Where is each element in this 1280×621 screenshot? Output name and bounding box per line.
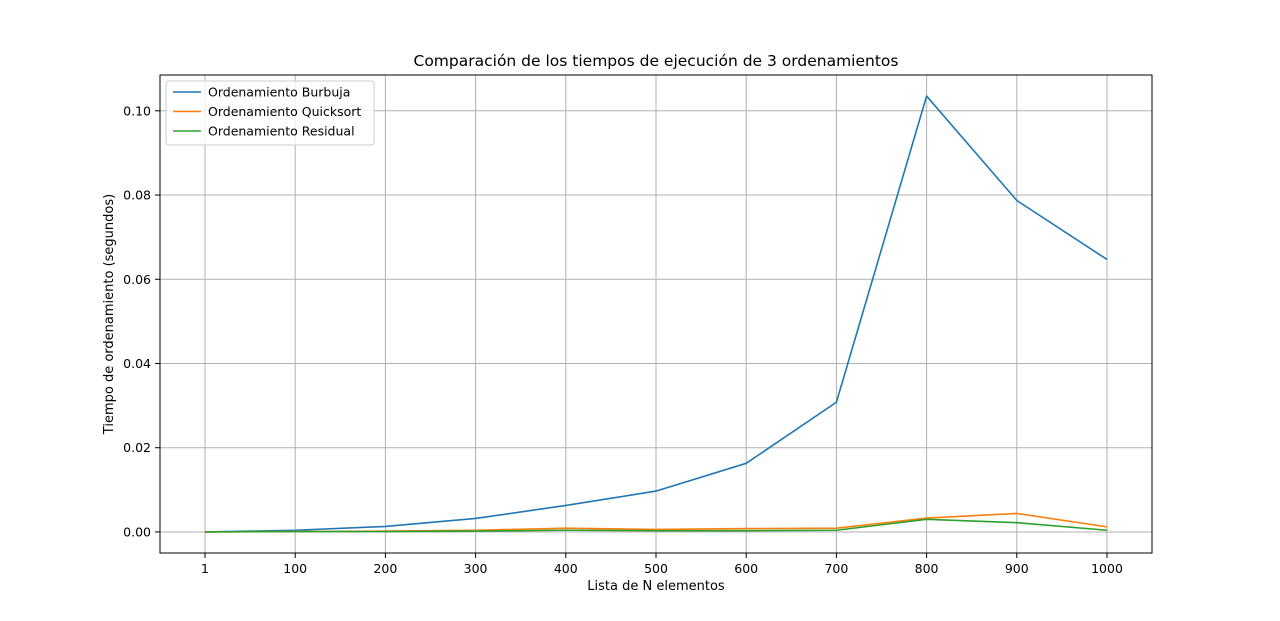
series-line-3 — [204, 518, 1108, 533]
x-axis-title: Lista de N elementos — [587, 579, 725, 594]
y-tick-label: 0.10 — [123, 103, 151, 118]
x-tick-label: 600 — [734, 561, 758, 576]
x-tick-label: 500 — [644, 561, 668, 576]
x-tick-label: 100 — [283, 561, 307, 576]
series-lines — [204, 95, 1108, 533]
y-tick-label: 0.00 — [123, 524, 151, 539]
y-tick-label: 0.08 — [123, 188, 151, 203]
y-tick-label: 0.04 — [123, 356, 151, 371]
x-tick-label: 700 — [824, 561, 848, 576]
x-tick-label: 900 — [1005, 561, 1029, 576]
x-tick-label: 400 — [554, 561, 578, 576]
chart-title: Comparación de los tiempos de ejecución … — [414, 52, 899, 70]
y-tick-label: 0.02 — [123, 440, 151, 455]
series-line-1 — [204, 95, 1108, 533]
x-tick-label: 1000 — [1091, 561, 1123, 576]
legend-label-3: Ordenamiento Residual — [208, 124, 355, 139]
legend-label-2: Ordenamiento Quicksort — [208, 104, 361, 119]
x-axis-ticks: 1 100 200 300 400 500 600 700 800 900 1000 — [201, 553, 1123, 576]
y-tick-label: 0.06 — [123, 272, 151, 287]
legend-box — [165, 80, 375, 146]
y-axis-ticks: 0.00 0.02 0.04 0.06 0.08 0.10 — [123, 103, 160, 539]
legend-label-1: Ordenamiento Burbuja — [208, 85, 350, 100]
grid-lines — [160, 75, 1152, 553]
legend: Ordenamiento Burbuja Ordenamiento Quickso… — [165, 80, 375, 146]
x-tick-label: 1 — [201, 561, 209, 576]
x-tick-label: 300 — [464, 561, 488, 576]
x-tick-label: 800 — [915, 561, 939, 576]
y-axis-title: Tiempo de ordenamiento (segundos) — [102, 194, 117, 435]
x-tick-label: 200 — [373, 561, 397, 576]
